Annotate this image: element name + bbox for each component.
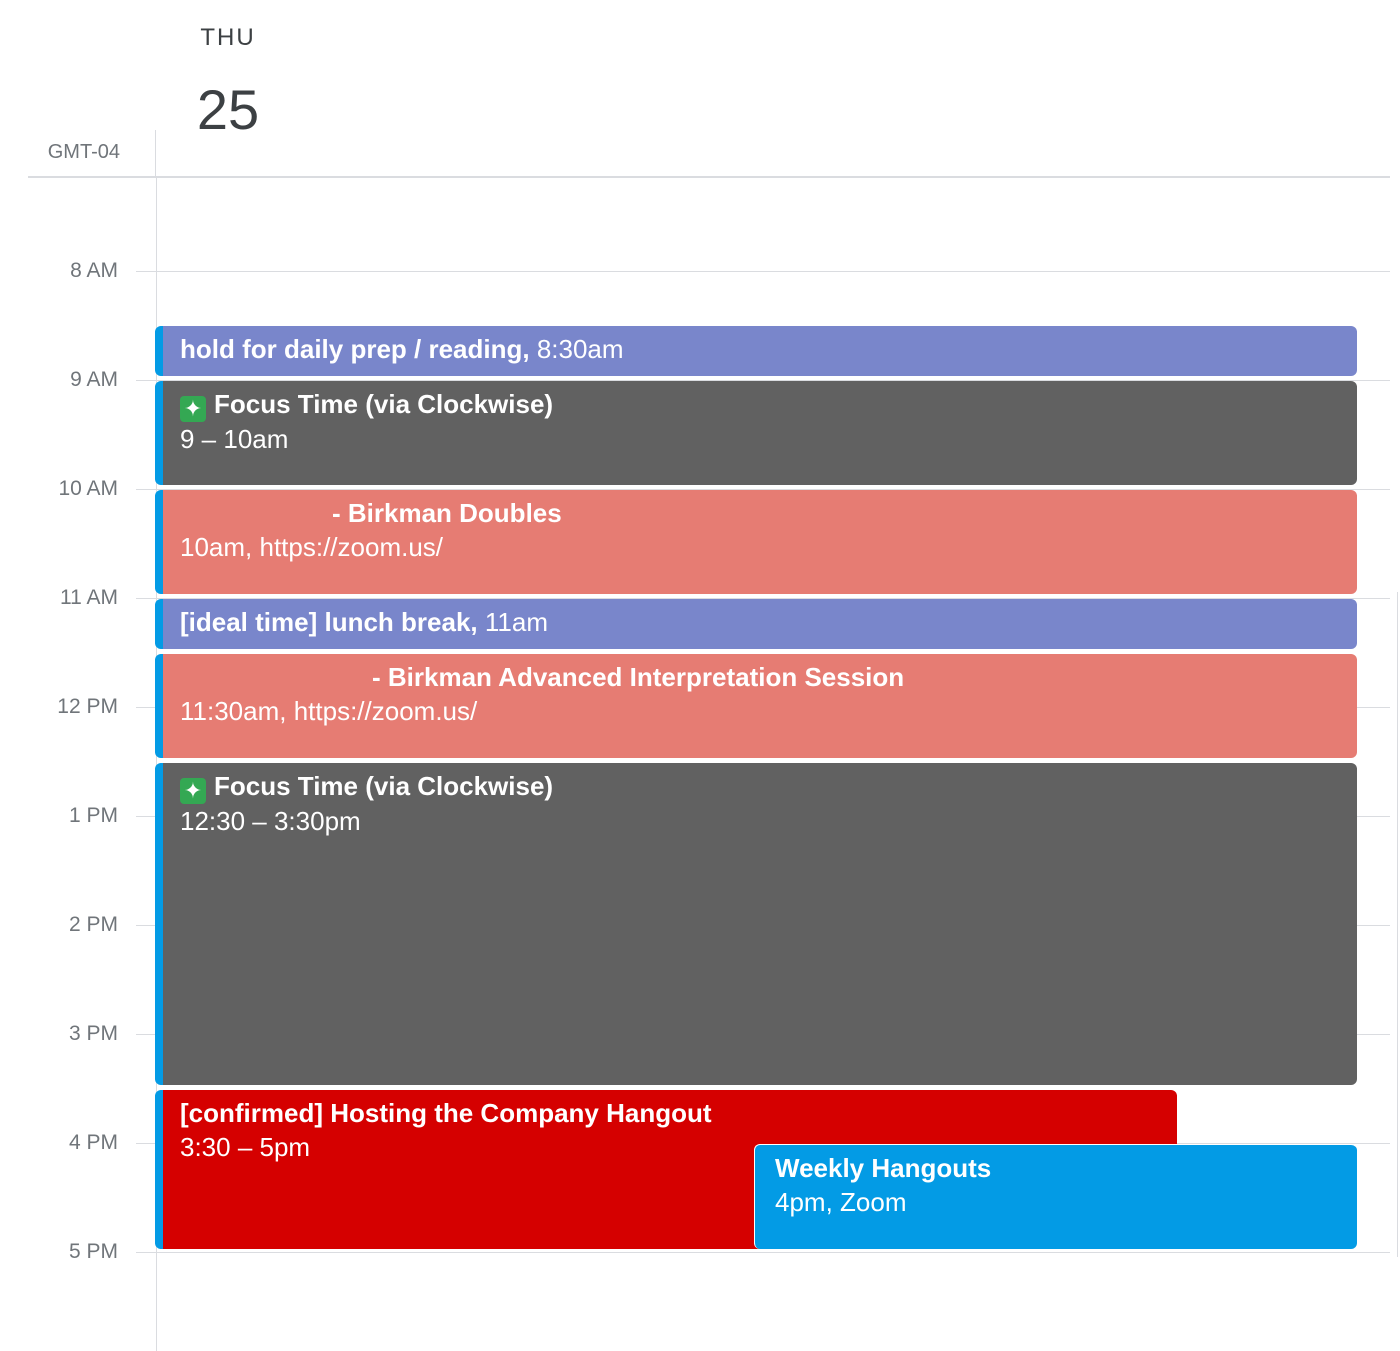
day-name: THU xyxy=(200,24,256,51)
hour-line xyxy=(136,271,1390,272)
hour-label: 2 PM xyxy=(68,913,118,936)
event-focus-time-morning[interactable]: ✦ Focus Time (via Clockwise) 9 – 10am xyxy=(155,381,1357,485)
event-daily-prep[interactable]: hold for daily prep / reading, 8:30am xyxy=(155,326,1357,376)
day-number[interactable]: 25 xyxy=(196,78,260,141)
event-title: Weekly Hangouts xyxy=(775,1153,992,1183)
timezone-label: GMT-04 xyxy=(47,141,120,163)
hour-label: 8 AM xyxy=(70,259,118,282)
event-time: 8:30am xyxy=(536,334,624,364)
event-title: [confirmed] Hosting the Company Hangout xyxy=(180,1098,712,1128)
event-title: - Birkman Doubles xyxy=(332,498,562,528)
header-vertical-divider xyxy=(155,130,156,176)
event-title: - Birkman Advanced Interpretation Sessio… xyxy=(372,662,905,692)
hour-label: 12 PM xyxy=(57,695,118,718)
hour-label: 1 PM xyxy=(68,804,118,827)
event-title: hold for daily prep / reading, xyxy=(180,334,530,364)
hour-label: 10 AM xyxy=(58,477,118,500)
hour-label: 3 PM xyxy=(68,1022,118,1045)
event-weekly-hangouts[interactable]: Weekly Hangouts 4pm, Zoom xyxy=(754,1144,1357,1249)
event-time: 4pm, Zoom xyxy=(775,1187,907,1217)
hour-label: 11 AM xyxy=(60,586,118,609)
event-lunch-break[interactable]: [ideal time] lunch break, 11am xyxy=(155,599,1357,649)
header-divider xyxy=(28,176,1390,178)
event-birkman-advanced[interactable]: - Birkman Advanced Interpretation Sessio… xyxy=(155,654,1357,758)
sparkle-icon: ✦ xyxy=(180,396,206,422)
event-time: 9 – 10am xyxy=(180,424,289,454)
event-time: 10am, https://zoom.us/ xyxy=(180,532,444,562)
event-time: 11am xyxy=(484,607,548,637)
event-time: 3:30 – 5pm xyxy=(180,1132,311,1162)
hour-label: 9 AM xyxy=(70,368,118,391)
right-column-divider xyxy=(1397,592,1398,1257)
event-title: Focus Time (via Clockwise) xyxy=(214,389,554,419)
event-title: Focus Time (via Clockwise) xyxy=(214,771,554,801)
hour-line xyxy=(136,598,1390,599)
hour-label: 4 PM xyxy=(68,1131,118,1154)
sparkle-icon: ✦ xyxy=(180,778,206,804)
event-time: 11:30am, https://zoom.us/ xyxy=(180,696,478,726)
hour-line xyxy=(136,380,1390,381)
event-title: [ideal time] lunch break, xyxy=(180,607,478,637)
event-focus-time-afternoon[interactable]: ✦ Focus Time (via Clockwise) 12:30 – 3:30… xyxy=(155,763,1357,1085)
hour-label: 5 PM xyxy=(68,1240,118,1263)
event-time: 12:30 – 3:30pm xyxy=(180,806,361,836)
hour-line xyxy=(136,489,1390,490)
hour-line xyxy=(136,1252,1390,1253)
event-birkman-doubles[interactable]: - Birkman Doubles 10am, https://zoom.us/ xyxy=(155,490,1357,594)
